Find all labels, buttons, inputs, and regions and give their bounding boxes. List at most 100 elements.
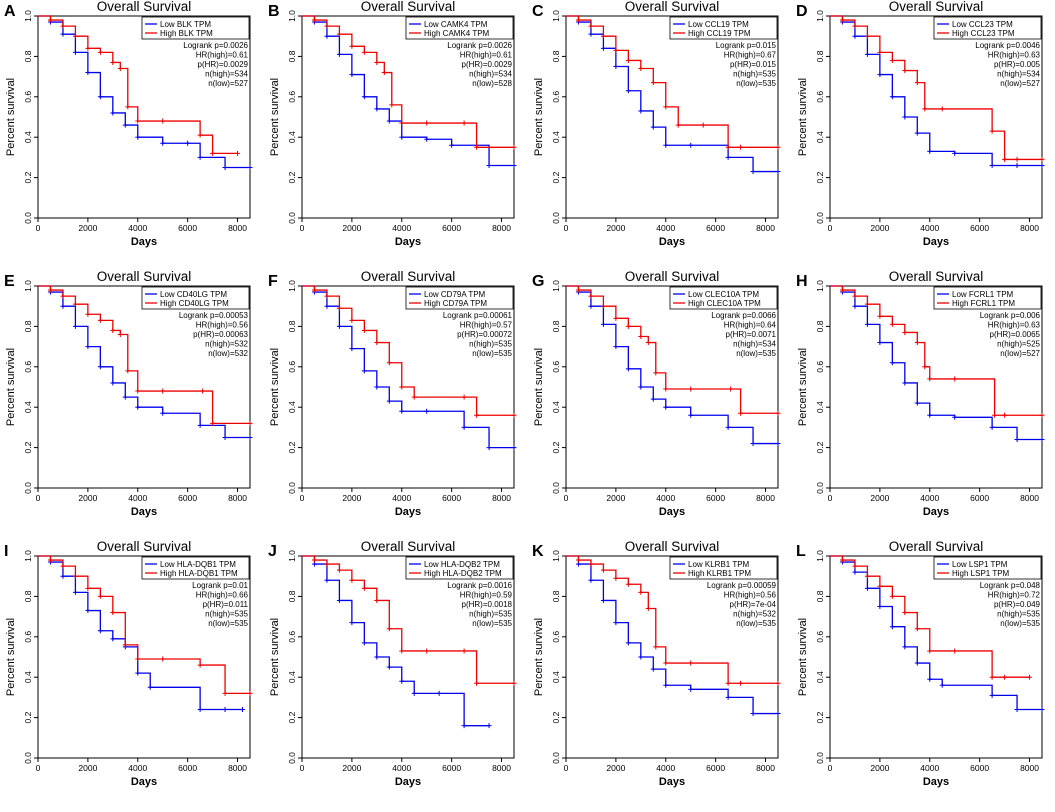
censor-mark [625, 366, 631, 372]
censor-mark [864, 585, 870, 591]
censor-mark [852, 303, 858, 309]
y-axis-label: Percent survival [269, 618, 281, 696]
stat-text: n(low)=535 [472, 619, 512, 628]
censor-mark [952, 150, 958, 156]
censor-mark [424, 648, 430, 654]
censor-mark [927, 412, 933, 418]
legend-box [669, 16, 778, 40]
x-tick-label: 6000 [442, 223, 461, 233]
censor-mark [889, 57, 895, 63]
x-tick-label: 4000 [656, 763, 675, 773]
stat-text: Logrank p=0.00061 [443, 311, 513, 320]
chart-title: Overall Survival [625, 540, 720, 554]
y-tick-label: 0.0 [815, 482, 825, 494]
y-tick-label: 0.8 [287, 590, 297, 602]
censor-mark [1039, 156, 1045, 162]
y-tick-label: 0.6 [815, 631, 825, 643]
censor-mark [424, 408, 430, 414]
censor-mark [877, 313, 883, 319]
censor-mark [461, 120, 467, 126]
censor-mark [588, 293, 594, 299]
x-tick-label: 0 [828, 223, 833, 233]
survival-curve-low [38, 555, 243, 711]
censor-mark [725, 424, 731, 430]
censor-mark [588, 577, 594, 583]
y-tick-label: 0.2 [23, 441, 33, 453]
x-axis-label: Days [395, 236, 421, 248]
censor-mark [852, 33, 858, 39]
stat-text: HR(high)=0.67 [724, 51, 777, 60]
censor-mark [461, 723, 467, 729]
legend-box [405, 286, 514, 310]
censor-mark [625, 88, 631, 94]
km-plot: A Overall Survival 0.0 0.2 0.4 0.6 0.8 1.0 0 2000… [4, 0, 253, 248]
censor-mark [902, 329, 908, 335]
censor-mark [311, 17, 317, 23]
censor-mark [72, 33, 78, 39]
censor-mark [399, 648, 405, 654]
censor-mark [625, 640, 631, 646]
x-axis-label: Days [659, 776, 685, 788]
censor-mark [511, 412, 517, 418]
censor-mark [461, 394, 467, 400]
stat-text: n(low)=535 [208, 619, 248, 628]
censor-mark [85, 311, 91, 317]
y-tick-label: 1.0 [551, 280, 561, 292]
censor-mark [47, 17, 53, 23]
censor-mark [1014, 437, 1020, 443]
y-axis-label: Percent survival [5, 618, 17, 696]
censor-mark [728, 386, 734, 392]
x-axis-label: Days [659, 236, 685, 248]
y-tick-label: 0.2 [23, 711, 33, 723]
censor-mark [675, 122, 681, 128]
censor-mark [85, 608, 91, 614]
censor-mark [449, 142, 455, 148]
censor-mark [902, 114, 908, 120]
km-plot: K Overall Survival 0.0 0.2 0.4 0.6 0.8 1.0 0 2000… [532, 540, 781, 788]
stat-text: p(HR)=7e-04 [730, 600, 777, 609]
censor-mark [117, 66, 123, 72]
censor-mark [750, 441, 756, 447]
censor-mark [361, 49, 367, 55]
stat-text: n(high)=534 [205, 70, 248, 79]
x-tick-label: 4000 [656, 223, 675, 233]
y-tick-label: 0.4 [551, 671, 561, 683]
legend-label: High CCL23 TPM [952, 29, 1015, 38]
censor-mark [877, 583, 883, 589]
legend-label: Low FCRL1 TPM [952, 290, 1014, 299]
censor-mark [725, 694, 731, 700]
censor-mark [750, 711, 756, 717]
stat-text: n(low)=535 [736, 349, 776, 358]
km-plot: J Overall Survival 0.0 0.2 0.4 0.6 0.8 1.0 0 2000… [268, 540, 517, 788]
censor-mark [436, 690, 442, 696]
censor-mark [700, 122, 706, 128]
censor-mark [349, 346, 355, 352]
legend-label: High FCRL1 TPM [952, 299, 1015, 308]
y-tick-label: 0.4 [815, 401, 825, 413]
y-tick-label: 0.2 [551, 171, 561, 183]
x-tick-label: 0 [36, 223, 41, 233]
censor-mark [486, 723, 492, 729]
y-tick-label: 1.0 [287, 280, 297, 292]
y-tick-label: 0.4 [551, 131, 561, 143]
censor-mark [922, 364, 928, 370]
censor-mark [349, 577, 355, 583]
y-tick-label: 0.2 [815, 171, 825, 183]
censor-mark [613, 620, 619, 626]
censor-mark [775, 441, 781, 447]
censor-mark [324, 577, 330, 583]
censor-mark [72, 589, 78, 595]
censor-mark [939, 682, 945, 688]
x-axis-label: Days [923, 506, 949, 518]
stat-text: HR(high)=0.61 [196, 51, 249, 60]
censor-mark [889, 321, 895, 327]
legend-box [669, 286, 778, 310]
y-tick-label: 0.2 [287, 711, 297, 723]
censor-mark [902, 644, 908, 650]
censor-mark [160, 656, 166, 662]
y-axis-label: Percent survival [797, 348, 809, 426]
censor-mark [989, 424, 995, 430]
censor-mark [688, 386, 694, 392]
censor-mark [336, 51, 342, 57]
survival-panel-g: G Overall Survival 0.0 0.2 0.4 0.6 0.8 1.0 0 2000… [528, 270, 792, 540]
